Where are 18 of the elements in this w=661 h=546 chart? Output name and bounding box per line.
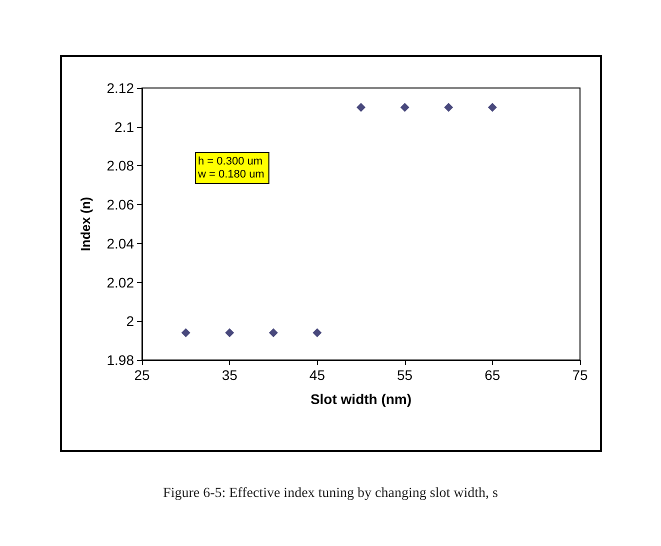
- y-tick-label: 2: [126, 313, 134, 330]
- y-tick-label: 2.12: [106, 80, 134, 96]
- x-tick-label: 25: [134, 367, 150, 383]
- y-tick-label: 1.98: [106, 352, 134, 368]
- x-tick-label: 35: [222, 367, 238, 383]
- y-tick-label: 2.04: [106, 235, 134, 252]
- x-tick-label: 55: [397, 367, 413, 383]
- caption: Figure 6-5: Effective index tuning by changing slot width, s: [162, 486, 499, 502]
- x-axis-title: Slot width (nm): [310, 391, 412, 407]
- x-tick-label: 45: [309, 367, 326, 383]
- y-tick-label: 2.1: [114, 118, 134, 135]
- annotation: h = 0.300 um w = 0.180 um: [197, 156, 264, 180]
- y-tick-label: 2.02: [106, 274, 134, 290]
- y-axis-title: Index (n): [78, 196, 93, 252]
- x-tick-label: 65: [484, 367, 500, 383]
- x-tick-label: 75: [572, 367, 588, 383]
- y-tick-label: 2.06: [106, 196, 134, 213]
- y-tick-label: 2.08: [106, 158, 134, 174]
